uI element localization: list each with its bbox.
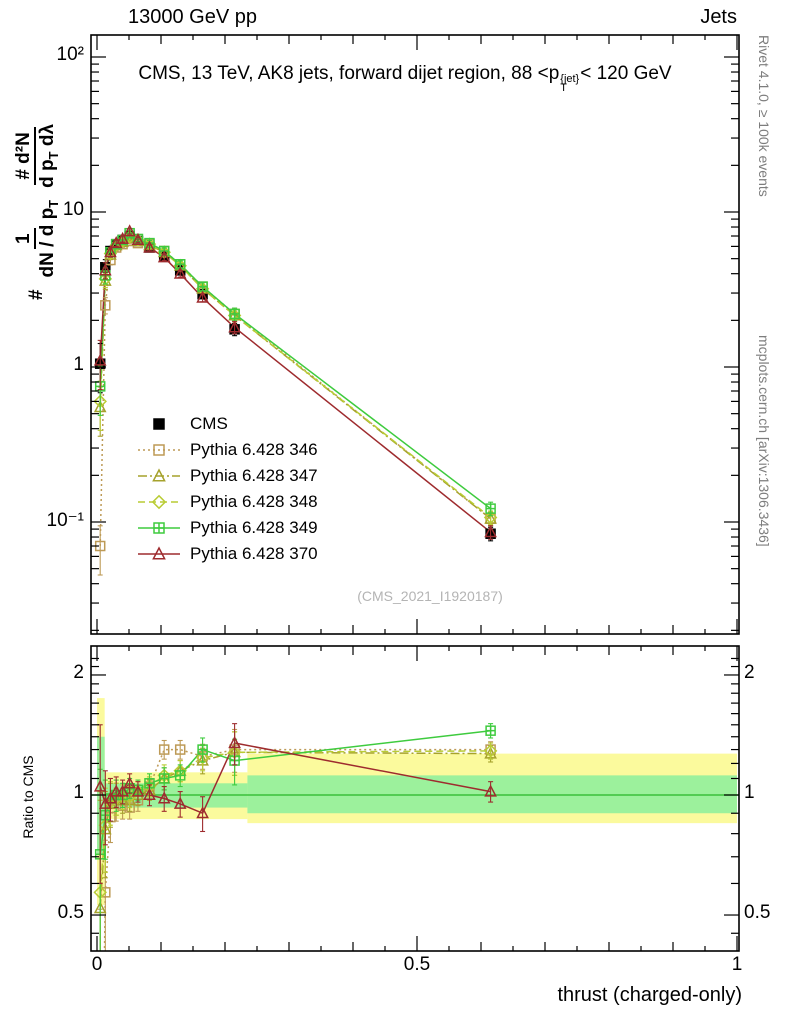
analysis-id-watermark: (CMS_2021_I1920187): [357, 588, 503, 604]
fraction-denominator: dN / d pT: [36, 199, 61, 278]
cms-data-marker: [136, 413, 182, 435]
beam-energy-label: 13000 GeV pp: [128, 6, 257, 28]
ratio-y-tick-label: 0.5: [57, 902, 84, 924]
legend-item-pythia-349: Pythia 6.428 349: [136, 515, 318, 541]
x-axis-label: thrust (charged-only): [557, 984, 742, 1006]
rivet-version-note: Rivet 4.1.0, ≥ 100k events: [756, 35, 772, 197]
ratio-y-tick-label: 1: [73, 782, 84, 803]
distribution-fraction: # d²N d pT dλ: [12, 123, 62, 188]
legend-item-pythia-347: Pythia 6.428 347: [136, 463, 318, 489]
x-tick-label: 1: [731, 954, 743, 975]
hash-symbol: #: [26, 289, 47, 301]
x-tick-label: 0.5: [403, 954, 431, 975]
ratio-y-axis-label: Ratio to CMS: [20, 755, 36, 839]
fraction-denominator: d pT dλ: [36, 123, 61, 188]
normalization-fraction: 1 dN / d pT: [12, 199, 62, 278]
pt-jet-symbol: {jet} T: [560, 73, 580, 94]
x-tick-label: 0: [91, 954, 103, 975]
analysis-group-label: Jets: [700, 6, 737, 28]
ratio-y-tick-label: 1: [744, 782, 755, 803]
legend-item-pythia-370: Pythia 6.428 370: [136, 541, 318, 567]
x-tick-labels: 0 0.5 1: [0, 954, 786, 978]
pythia-348-marker: [136, 491, 182, 513]
pythia-347-marker: [136, 465, 182, 487]
pythia-370-marker: [136, 543, 182, 565]
main-y-axis-label: # 1 dN / d pT # d²N d pT dλ: [5, 47, 69, 377]
legend: CMS Pythia 6.428 346 Pythia 6.428 347 Py…: [136, 411, 318, 567]
legend-item-pythia-346: Pythia 6.428 346: [136, 437, 318, 463]
legend-item-pythia-348: Pythia 6.428 348: [136, 489, 318, 515]
main-y-tick-label: 10⁻¹: [46, 510, 85, 531]
fraction-numerator: 1: [12, 228, 36, 249]
legend-item-cms: CMS: [136, 411, 318, 437]
main-plot: [90, 34, 740, 635]
pythia-349-marker: [136, 517, 182, 539]
fraction-numerator: # d²N: [12, 127, 36, 185]
plot-title: CMS, 13 TeV, AK8 jets, forward dijet reg…: [138, 63, 672, 94]
pythia-346-marker: [136, 439, 182, 461]
ratio-y-tick-label: 0.5: [744, 902, 771, 924]
mcplots-reference-note: mcplots.cern.ch [arXiv:1306.3436]: [756, 335, 772, 547]
ratio-y-tick-label: 2: [73, 661, 84, 683]
ratio-y-tick-label: 2: [744, 661, 755, 683]
ratio-plot: [90, 645, 740, 952]
